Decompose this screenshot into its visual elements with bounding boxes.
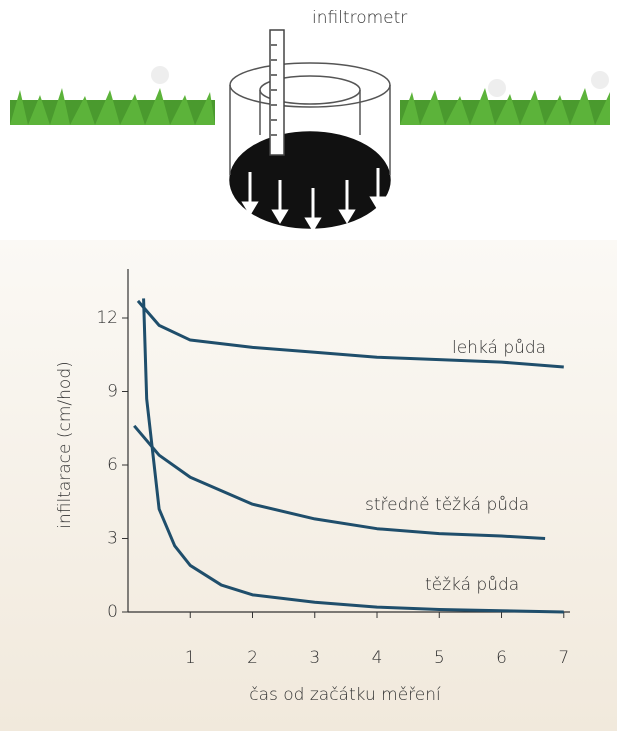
- series-label: středně těžká půda: [365, 495, 529, 515]
- series-line: [142, 298, 564, 614]
- x-tick-label: 2: [247, 648, 258, 668]
- y-tick-label: 3: [107, 529, 118, 549]
- y-tick-label: 0: [107, 602, 118, 622]
- x-tick-label: 7: [558, 648, 569, 668]
- chart-background: [0, 240, 617, 731]
- y-tick-label: 12: [96, 308, 118, 328]
- series-line: [136, 299, 564, 369]
- x-tick-label: 5: [434, 648, 445, 668]
- y-tick-label: 9: [107, 382, 118, 402]
- x-tick-label: 3: [309, 648, 320, 668]
- y-tick-label: 6: [107, 455, 118, 475]
- illustration-label: infiltrometr: [312, 8, 407, 28]
- series-label: lehká půda: [452, 338, 546, 358]
- x-tick-label: 1: [185, 648, 196, 668]
- x-tick-label: 4: [372, 648, 383, 668]
- infiltrometer: [229, 29, 391, 232]
- grass: [10, 66, 610, 125]
- y-axis-label: infiltarace (cm/hod): [55, 361, 75, 529]
- x-tick-label: 6: [496, 648, 507, 668]
- series-label: těžká půda: [425, 575, 519, 595]
- series-line: [133, 424, 546, 540]
- x-axis-label: čas od začátku měření: [249, 685, 441, 705]
